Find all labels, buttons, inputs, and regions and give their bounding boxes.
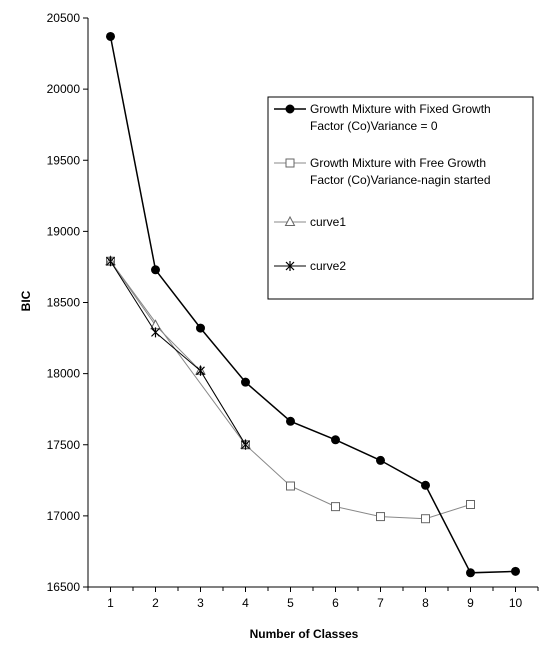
data-point bbox=[196, 323, 205, 333]
y-tick-label: 19000 bbox=[47, 224, 81, 238]
series-line bbox=[110, 260, 246, 446]
x-tick-label: 9 bbox=[467, 596, 474, 610]
x-tick-label: 2 bbox=[152, 596, 159, 610]
legend-entry: Growth Mixture with Free Growth Factor (C… bbox=[274, 156, 491, 187]
data-point bbox=[241, 377, 250, 387]
x-tick-label: 4 bbox=[242, 596, 249, 610]
data-point bbox=[466, 568, 475, 578]
x-tick-label: 3 bbox=[197, 596, 204, 610]
legend: Growth Mixture with Fixed Growth Factor (… bbox=[267, 96, 534, 300]
legend-marker bbox=[285, 261, 295, 271]
legend-box bbox=[267, 96, 534, 300]
x-tick-label: 8 bbox=[422, 596, 429, 610]
legend-entry: Growth Mixture with Fixed Growth Factor (… bbox=[274, 102, 491, 133]
data-point bbox=[376, 512, 385, 522]
y-tick-label: 18500 bbox=[47, 296, 81, 310]
data-point bbox=[151, 327, 160, 338]
y-tick-label: 18000 bbox=[47, 367, 81, 381]
y-tick-label: 20500 bbox=[47, 11, 81, 25]
x-tick-label: 1 bbox=[107, 596, 114, 610]
y-tick-label: 17500 bbox=[47, 438, 81, 452]
data-point bbox=[511, 566, 520, 576]
data-point bbox=[106, 31, 115, 41]
series-layer bbox=[105, 31, 520, 578]
y-tick-label: 16500 bbox=[47, 580, 81, 594]
series-0 bbox=[106, 31, 520, 578]
legend-label: Growth Mixture with Free Growth bbox=[310, 156, 486, 170]
legend-label: Growth Mixture with Fixed Growth bbox=[310, 102, 491, 116]
legend-marker bbox=[285, 158, 295, 168]
data-point bbox=[151, 265, 160, 275]
x-tick-label: 10 bbox=[509, 596, 523, 610]
data-point bbox=[331, 502, 340, 512]
legend-label: curve1 bbox=[310, 215, 346, 229]
legend-label: curve2 bbox=[310, 259, 346, 273]
x-axis-ticks: 1 2 3 4 5 6 7 8 9 10 bbox=[87, 587, 539, 610]
y-axis-ticks: 16500 17000 17500 18000 18500 19000 19500 20000… bbox=[47, 11, 88, 594]
x-tick-label: 6 bbox=[332, 596, 339, 610]
data-point bbox=[286, 481, 295, 491]
data-point bbox=[466, 499, 475, 509]
legend-entry: curve1 bbox=[274, 215, 346, 229]
legend-marker bbox=[285, 104, 295, 114]
legend-label: Factor (Co)Variance = 0 bbox=[310, 119, 438, 133]
series-3 bbox=[106, 256, 250, 450]
data-point bbox=[196, 365, 205, 376]
x-axis-title: Number of Classes bbox=[250, 627, 359, 641]
y-axis-title: BIC bbox=[19, 290, 33, 311]
series-line bbox=[109, 36, 516, 574]
data-point bbox=[286, 416, 295, 426]
x-tick-label: 5 bbox=[287, 596, 294, 610]
legend-marker bbox=[284, 215, 296, 226]
y-tick-label: 20000 bbox=[47, 82, 81, 96]
x-tick-label: 7 bbox=[377, 596, 384, 610]
legend-entry: curve2 bbox=[274, 259, 346, 273]
data-point bbox=[331, 435, 340, 445]
y-tick-label: 19500 bbox=[47, 153, 81, 167]
legend-label: Factor (Co)Variance-nagin started bbox=[310, 173, 491, 187]
data-point bbox=[376, 455, 385, 465]
y-tick-label: 17000 bbox=[47, 509, 81, 523]
data-point bbox=[421, 514, 430, 524]
data-point bbox=[421, 480, 430, 490]
data-point bbox=[241, 439, 250, 450]
data-point bbox=[106, 256, 115, 267]
